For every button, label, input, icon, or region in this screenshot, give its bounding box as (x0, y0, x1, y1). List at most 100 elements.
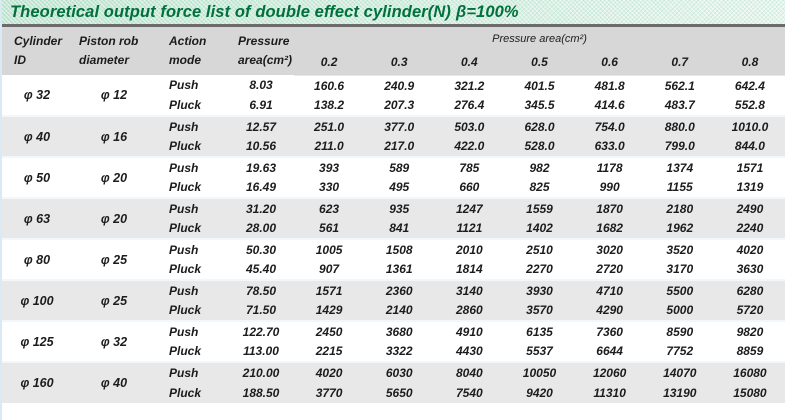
col-header-piston-rob-diameter: Piston rob diameter (72, 27, 156, 75)
col-header-line: area(cm²) (238, 53, 293, 67)
force-value-cell: 2450 (294, 320, 365, 342)
table-row: Pluck 28.00 561 841 1121 1402 1682 1962 2240 (2, 218, 785, 239)
force-value-cell: 345.5 (524, 98, 555, 113)
force-value-cell: 528.0 (504, 136, 575, 157)
action-mode-cell: Pluck (156, 300, 228, 321)
force-value-cell: 12060 (574, 361, 645, 383)
action-mode-cell: Push (156, 238, 228, 260)
col-header-line: Piston rob (79, 34, 139, 48)
col-header-line: Cylinder (14, 34, 63, 48)
force-value-cell: 321.2 (454, 78, 485, 93)
force-value-cell: 2215 (315, 344, 343, 359)
table-row: φ 63 φ 20 Push 31.20 623 935 1247 1559 1870 2180 2… (2, 197, 785, 239)
table-row: Pluck 16.49 330 495 660 825 990 1155 1319 (2, 178, 785, 199)
force-value-cell: 982 (504, 156, 575, 178)
action-mode-cell: Push (156, 320, 228, 342)
pressure-col-header: 0.4 (434, 50, 505, 76)
pressure-area-cell: 6.91 (249, 98, 273, 113)
force-value-cell: 5650 (364, 382, 435, 403)
force-value-cell: 1962 (644, 218, 715, 239)
force-value-cell: 5500 (644, 279, 715, 301)
pressure-col-header: 0.2 (294, 50, 365, 76)
force-value-cell: 552.8 (734, 98, 765, 113)
force-value-cell: 2360 (364, 279, 435, 301)
force-value-cell: 6135 (504, 320, 575, 342)
pressure-area-cell: 50.30 (228, 238, 294, 260)
col-header-line: ID (14, 53, 26, 67)
piston-rod-diameter-cell: φ 12 (100, 88, 128, 102)
force-value-cell: 1870 (574, 197, 645, 219)
force-value-cell: 1155 (666, 180, 693, 195)
force-value-cell: 907 (319, 262, 340, 277)
force-value-cell: 2270 (526, 262, 553, 277)
force-value-cell: 1559 (504, 197, 575, 219)
pressure-area-cell: 8.03 (249, 78, 273, 93)
pressure-area-cell: 210.00 (228, 361, 294, 383)
force-value-cell: 1361 (385, 262, 413, 277)
force-value-cell: 13190 (644, 382, 715, 403)
force-value-cell: 6030 (364, 361, 435, 383)
pressure-area-cell: 19.63 (228, 156, 294, 178)
piston-rod-diameter-cell: φ 20 (72, 197, 156, 239)
force-value-cell: 623 (294, 197, 365, 219)
col-header-pressure-area: Pressure area(cm²) (228, 27, 294, 75)
force-value-cell: 330 (319, 180, 340, 195)
table-row: φ 80 φ 25 Push 50.30 1005 1508 2010 2510 3020 352… (2, 238, 785, 280)
force-value-cell: 4710 (574, 279, 645, 301)
force-value-cell: 841 (364, 218, 435, 239)
force-value-cell: 495 (389, 180, 410, 195)
force-value-cell: 1402 (504, 218, 575, 239)
action-mode-cell: Pluck (169, 98, 202, 113)
force-value-cell: 211.0 (294, 136, 365, 157)
action-mode-cell: Pluck (169, 262, 202, 277)
action-mode-cell: Push (156, 361, 228, 383)
cylinder-id-cell: φ 125 (2, 320, 72, 362)
force-value-cell: 1010.0 (714, 115, 785, 137)
force-value-cell: 7540 (434, 382, 505, 403)
force-value-cell: 503.0 (434, 115, 505, 137)
pressure-col-header: 0.8 (714, 50, 785, 76)
force-value-cell: 3170 (666, 262, 694, 277)
piston-rod-diameter-cell: φ 32 (72, 320, 156, 362)
force-value-cell: 8590 (644, 320, 715, 342)
table-row: Pluck 10.56 211.0 217.0 422.0 528.0 633.0 799.0… (2, 136, 785, 157)
force-value-cell: 377.0 (364, 115, 435, 137)
force-value-cell: 2010 (434, 238, 505, 260)
beta-symbol: β (455, 2, 467, 21)
force-value-cell: 422.0 (434, 136, 505, 157)
pressure-area-cell: 71.50 (228, 300, 294, 321)
force-value-cell: 5537 (526, 344, 553, 359)
force-value-cell: 1682 (574, 218, 645, 239)
force-value-cell: 935 (364, 197, 435, 219)
force-value-cell: 642.4 (734, 78, 765, 93)
pressure-col-header: 0.7 (644, 50, 715, 76)
force-value-cell: 6644 (596, 344, 623, 359)
force-value-cell: 825 (529, 180, 550, 195)
force-value-cell: 589 (364, 156, 435, 178)
force-value-cell: 2860 (434, 300, 505, 321)
piston-rod-diameter-cell: φ 40 (72, 361, 156, 403)
force-value-cell: 15080 (714, 382, 785, 403)
force-value-cell: 7752 (666, 344, 694, 359)
piston-rod-diameter-cell: φ 25 (72, 238, 156, 280)
force-value-cell: 2510 (504, 238, 575, 260)
cylinder-id-cell: φ 80 (2, 238, 72, 280)
force-value-cell: 401.5 (524, 78, 555, 93)
pressure-area-cell: 31.20 (228, 197, 294, 219)
table-row: φ 40 φ 16 Push 12.57 251.0 377.0 503.0 628.0 754… (2, 115, 785, 157)
output-force-table: Cylinder ID Piston rob diameter Action m… (2, 27, 785, 403)
force-value-cell: 3630 (736, 262, 764, 277)
action-mode-cell: Push (156, 279, 228, 301)
page-title: Theoretical output force list of double … (10, 2, 451, 21)
force-value-cell: 217.0 (364, 136, 435, 157)
force-value-cell: 2240 (714, 218, 785, 239)
force-value-cell: 2140 (364, 300, 435, 321)
force-value-cell: 414.6 (594, 98, 625, 113)
cylinder-id-cell: φ 32 (23, 88, 51, 102)
force-value-cell: 4020 (294, 361, 365, 383)
force-value-cell: 1319 (736, 180, 764, 195)
pressure-area-cell: 16.49 (245, 180, 277, 195)
force-value-cell: 1814 (456, 262, 483, 277)
pressure-area-cell: 122.70 (228, 320, 294, 342)
force-value-cell: 2720 (596, 262, 623, 277)
